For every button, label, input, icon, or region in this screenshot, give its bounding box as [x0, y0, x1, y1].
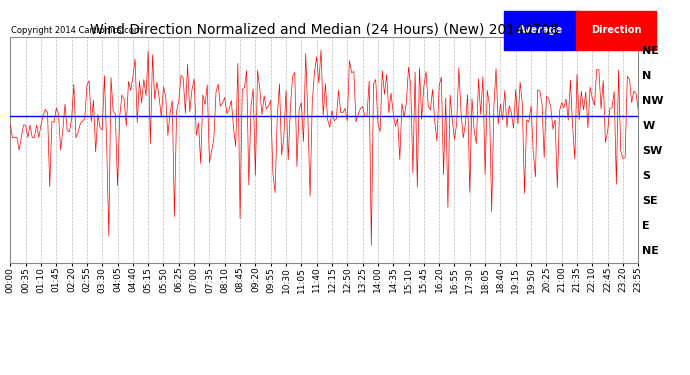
Text: Direction: Direction	[591, 25, 642, 35]
Title: Wind Direction Normalized and Median (24 Hours) (New) 20140708: Wind Direction Normalized and Median (24…	[90, 22, 559, 36]
Text: Average: Average	[518, 25, 564, 35]
Text: Copyright 2014 Cartronics.com: Copyright 2014 Cartronics.com	[11, 26, 142, 35]
